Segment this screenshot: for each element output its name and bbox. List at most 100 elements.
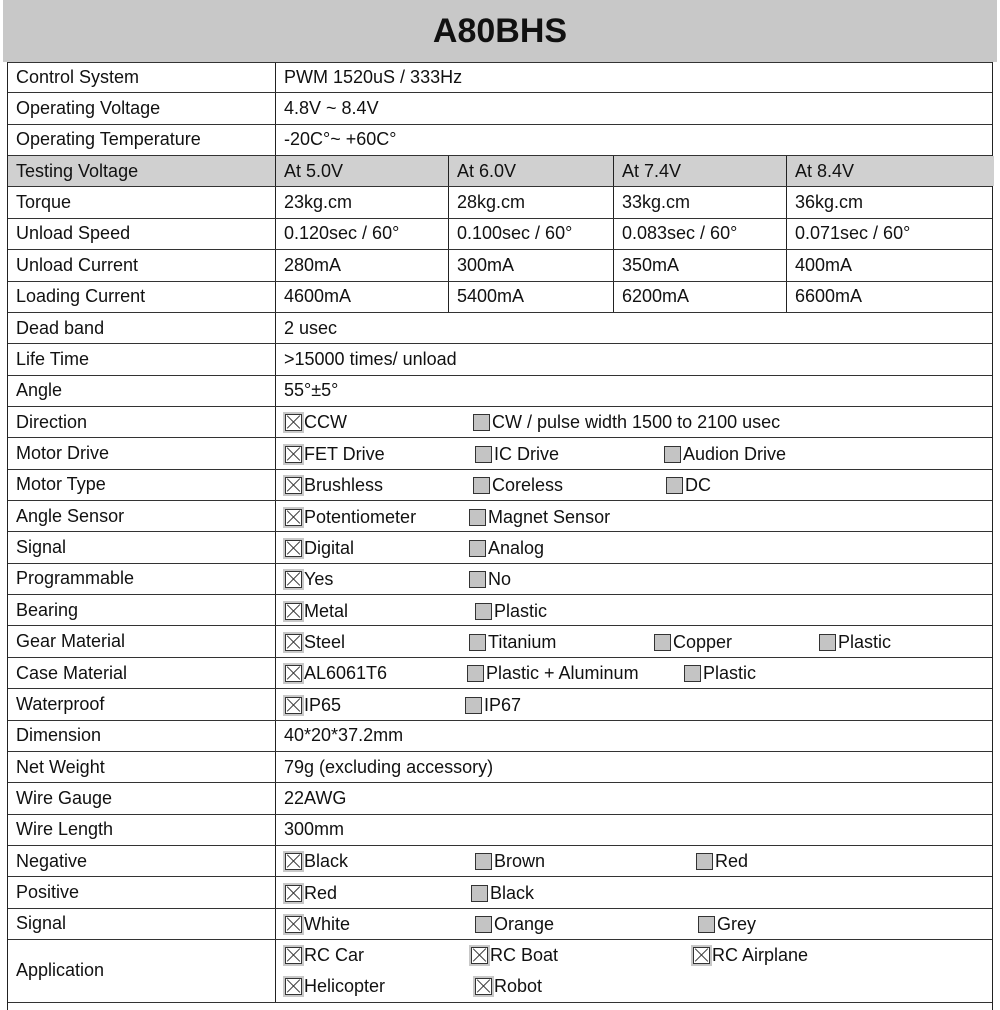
checked-box-icon bbox=[285, 477, 302, 495]
option-label: Orange bbox=[494, 914, 555, 935]
option-rc-boat: RC Boat bbox=[471, 943, 558, 967]
spec-row-gear-material: Gear Material Steel Titanium Copper Plastic bbox=[8, 626, 992, 658]
spec-row-direction: Direction CCW CW / pulse width 1500 to 210… bbox=[8, 406, 992, 439]
option-label: IP67 bbox=[484, 694, 522, 715]
option-ic-drive: IC Drive bbox=[475, 442, 559, 466]
spec-value: 2 usec bbox=[284, 317, 338, 338]
unchecked-box-icon bbox=[819, 633, 836, 651]
spec-row-dead-band: Dead band 2 usec bbox=[8, 312, 992, 345]
spec-label: Signal bbox=[8, 532, 276, 563]
spec-row-bearing: Bearing Metal Plastic bbox=[8, 595, 992, 627]
checked-box-icon bbox=[285, 665, 302, 683]
spec-value-cell: 0.071sec / 60° bbox=[795, 223, 911, 244]
spec-label: Case Material bbox=[8, 657, 276, 689]
checked-box-icon bbox=[285, 414, 302, 432]
option-label: Steel bbox=[304, 631, 346, 652]
spec-label: Motor Drive bbox=[8, 438, 276, 469]
spec-row-negative: Negative Black Brown Red bbox=[8, 845, 992, 878]
voltage-header-cell: At 8.4V bbox=[787, 156, 994, 187]
checked-box-icon bbox=[285, 571, 302, 589]
spec-row-signal: Signal White Orange Grey bbox=[8, 908, 992, 941]
unchecked-box-icon bbox=[696, 853, 713, 871]
spec-row-net-weight: Net Weight 79g (excluding accessory) bbox=[8, 751, 992, 784]
option-label: RC Boat bbox=[490, 944, 559, 965]
option-label: Plastic bbox=[703, 663, 757, 684]
spec-value-cell: 0.083sec / 60° bbox=[614, 218, 787, 250]
spec-row-operating-temperature: Operating Temperature -20C°~ +60C° bbox=[8, 124, 992, 157]
option-ccw: CCW bbox=[285, 411, 347, 435]
spec-row-loading-current: Loading Current 4600mA 5400mA 6200mA 6600mA bbox=[8, 281, 992, 313]
unchecked-box-icon bbox=[475, 602, 492, 620]
option-plastic-aluminum: Plastic + Aluminum bbox=[467, 662, 639, 686]
spec-label: Bearing bbox=[8, 595, 276, 626]
spec-value-cell: 5400mA bbox=[449, 281, 614, 312]
option-label: Audion Drive bbox=[683, 443, 787, 464]
spec-label: Control System bbox=[8, 63, 276, 93]
unchecked-box-icon bbox=[473, 414, 490, 432]
checked-box-icon bbox=[285, 602, 302, 620]
voltage-header-cell: At 5.0V bbox=[276, 156, 449, 187]
spec-label: Wire Length bbox=[8, 814, 276, 845]
option-label: RC Airplane bbox=[712, 944, 809, 965]
option-label: Plastic bbox=[494, 600, 548, 621]
spec-label: Operating Voltage bbox=[8, 93, 276, 124]
spec-value: 79g (excluding accessory) bbox=[284, 756, 494, 777]
option-label: Coreless bbox=[492, 475, 564, 496]
spec-row-angle-sensor: Angle Sensor Potentiometer Magnet Sensor bbox=[8, 501, 992, 533]
option-label: FET Drive bbox=[304, 443, 385, 464]
option-orange: Orange bbox=[475, 913, 554, 937]
option-label: White bbox=[304, 914, 351, 935]
spec-row-programmable: Programmable Yes No bbox=[8, 563, 992, 596]
spec-label: Unload Current bbox=[8, 250, 276, 281]
option-label: Plastic + Aluminum bbox=[486, 663, 639, 684]
option-brushless: Brushless bbox=[285, 474, 383, 498]
spec-value-cell: 23kg.cm bbox=[276, 187, 449, 218]
option-plastic: Plastic bbox=[684, 662, 756, 686]
option-fet-drive: FET Drive bbox=[285, 442, 385, 466]
unchecked-box-icon bbox=[471, 884, 488, 902]
option-rc-airplane: RC Airplane bbox=[693, 943, 808, 967]
checked-box-icon bbox=[475, 977, 492, 995]
option-label: Brown bbox=[494, 851, 546, 872]
spec-value: 40*20*37.2mm bbox=[284, 725, 404, 746]
spec-value: 22AWG bbox=[284, 787, 347, 808]
spec-table: Control System PWM 1520uS / 333Hz Operatin… bbox=[7, 62, 994, 1003]
spec-label: Loading Current bbox=[8, 281, 276, 312]
product-title: A80BHS bbox=[3, 0, 997, 62]
option-label: Potentiometer bbox=[304, 506, 417, 527]
option-label: AL6061T6 bbox=[304, 663, 388, 684]
spec-row-motor-drive: Motor Drive FET Drive IC Drive Audion Drive bbox=[8, 438, 992, 470]
unchecked-box-icon bbox=[469, 571, 486, 589]
option-potentiometer: Potentiometer bbox=[285, 505, 416, 529]
option-rc-car: RC Car bbox=[285, 943, 364, 967]
unchecked-box-icon bbox=[473, 477, 490, 495]
spec-value-cell: 6600mA bbox=[795, 286, 863, 307]
checked-box-icon bbox=[285, 884, 302, 902]
option-black: Black bbox=[471, 881, 534, 905]
spec-value-cell: 0.120sec / 60° bbox=[276, 218, 449, 250]
spec-value: 4.8V ~ 8.4V bbox=[284, 98, 379, 119]
option-magnet-sensor: Magnet Sensor bbox=[469, 505, 610, 529]
option-label: Analog bbox=[488, 537, 545, 558]
spec-row-torque: Torque 23kg.cm 28kg.cm 33kg.cm 36kg.cm bbox=[8, 187, 992, 219]
spec-row-control-system: Control System PWM 1520uS / 333Hz bbox=[8, 62, 992, 94]
option-red: Red bbox=[285, 881, 337, 905]
option-label: Digital bbox=[304, 537, 355, 558]
option-steel: Steel bbox=[285, 630, 345, 654]
checked-box-icon bbox=[285, 916, 302, 934]
option-label: Red bbox=[715, 851, 749, 872]
spec-row-waterproof: Waterproof IP65 IP67 bbox=[8, 689, 992, 721]
option-label: Helicopter bbox=[304, 975, 386, 996]
spec-label: Wire Gauge bbox=[8, 783, 276, 814]
option-label: Titanium bbox=[488, 631, 557, 652]
spec-value-cell: 36kg.cm bbox=[795, 192, 864, 213]
option-label: CW / pulse width 1500 to 2100 usec bbox=[492, 412, 781, 433]
spec-row-application: Application RC Car RC Boat RC Airplane Helic… bbox=[8, 940, 992, 1003]
option-copper: Copper bbox=[654, 630, 732, 654]
spec-label: Unload Speed bbox=[8, 218, 276, 250]
checked-box-icon bbox=[285, 508, 302, 526]
option-label: IC Drive bbox=[494, 443, 560, 464]
checked-box-icon bbox=[285, 853, 302, 871]
spec-label: Positive bbox=[8, 877, 276, 908]
option-label: Grey bbox=[717, 914, 757, 935]
